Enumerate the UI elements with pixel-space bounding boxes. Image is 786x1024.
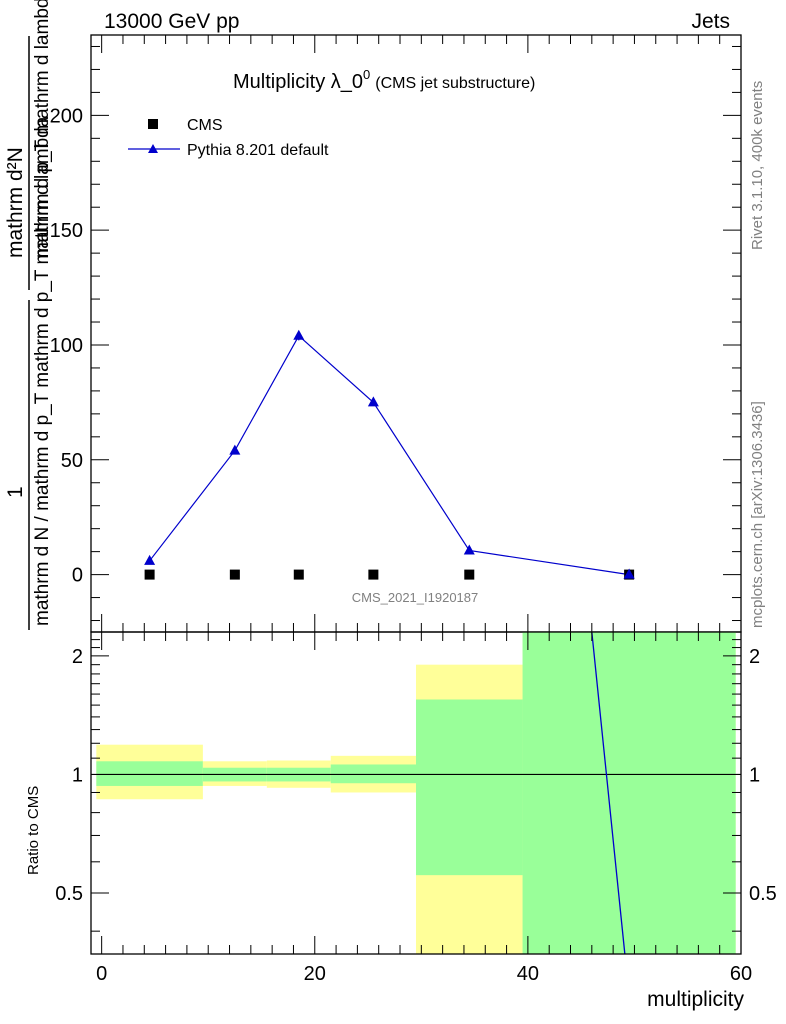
x-tick-label: 40 [517,963,539,985]
ratio-y-axis-label: Ratio to CMS [25,786,42,875]
ratio-y-tick-label-right: 0.5 [749,883,777,905]
y-label-denominator: mathrm d N / mathrm d p_T mathrm d p_T m… [32,116,53,626]
chart-subtitle: (CMS jet substructure) [375,75,535,92]
mcplots-source-label: mcplots.cern.ch [arXiv:1306.3436] [749,401,766,628]
pythia-data-point [463,544,475,555]
pythia-data-point-overlay [623,568,635,579]
cms-data-point [464,569,475,580]
cms-data-point [293,569,304,580]
cms-data-point [144,569,155,580]
ratio-uncertainty-band-green [96,761,203,786]
y-tick-label: 150 [50,220,83,242]
chart-title-main: Multiplicity λ_0 [233,71,363,93]
x-axis-label: multiplicity [647,988,744,1011]
ratio-uncertainty-band-green [416,699,523,876]
chart-title-superscript: 0 [363,67,370,82]
y-tick-label: 0 [72,565,83,587]
header-energy-label: 13000 GeV pp [104,10,239,33]
y-tick-label: 50 [61,450,83,472]
pythia-data-point [293,329,305,340]
pythia-ratio-line [591,631,626,955]
main-y-axis-label: 1 mathrm d²N mathrm d p_T mathrm d lambd… [4,0,53,630]
legend-label-cms: CMS [187,117,223,134]
legend-marker-cms [148,119,158,129]
x-tick-label: 0 [96,963,107,985]
pythia-data-point [144,554,156,565]
ratio-y-tick-label-left: 0.5 [55,883,83,905]
legend: CMS Pythia 8.201 default [128,117,329,159]
analysis-id-label: CMS_2021_I1920187 [352,590,479,605]
y-label-top: mathrm d²N [4,147,27,258]
pythia-data-point [229,444,241,455]
ratio-y-tick-label-right: 2 [749,646,760,668]
x-tick-label: 60 [730,963,752,985]
ratio-uncertainty-band-green [522,632,736,954]
y-tick-label: 200 [50,105,83,127]
legend-label-pythia: Pythia 8.201 default [187,142,329,159]
legend-marker-pythia [148,144,158,153]
ratio-y-tick-label-left: 2 [72,646,83,668]
rivet-version-label: Rivet 3.1.10, 400k events [749,81,766,250]
ratio-plot-panel: 0.5 0.51 12 20 20 40 60 Ratio to CMS multiplic… [25,631,777,1011]
ratio-plot-frame [90,631,742,955]
y-tick-label: 100 [50,335,83,357]
header-process-label: Jets [691,10,730,33]
y-label-numerator: 1 [4,486,27,498]
pythia-series-line [149,334,630,576]
chart-title: Multiplicity λ_00 (CMS jet substructure) [233,67,535,93]
ratio-y-tick-label-left: 1 [72,764,83,786]
cms-data-point [368,569,379,580]
cms-data-point [229,569,240,580]
y-label-denominator-part1: mathrm d p_T mathrm d lambda [32,0,53,258]
x-tick-label: 20 [304,963,326,985]
pythia-data-point [367,396,379,407]
ratio-y-tick-label-right: 1 [749,764,760,786]
